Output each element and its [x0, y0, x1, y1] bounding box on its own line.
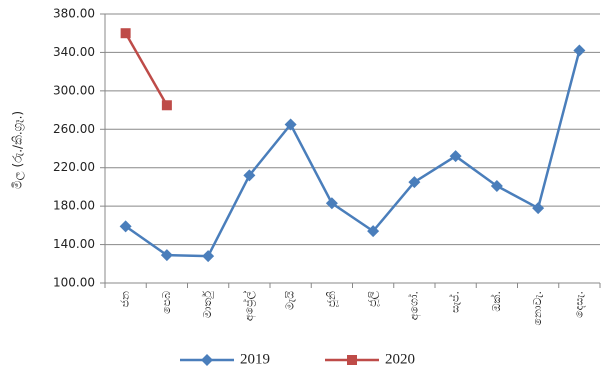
legend-marker: [347, 355, 357, 365]
y-tick-label: 140.00: [53, 237, 95, 251]
y-tick-label: 260.00: [53, 122, 95, 136]
x-tick-label: මැයි: [284, 291, 297, 310]
marker: [202, 250, 215, 263]
marker: [120, 28, 131, 39]
x-tick-label: අප්‍රේල්: [241, 290, 256, 321]
marker: [449, 150, 462, 163]
x-tick-label: ඔක්.: [489, 291, 503, 312]
marker: [284, 118, 297, 131]
marker: [573, 44, 586, 57]
x-tick-label: දෙසැ.: [572, 291, 585, 318]
x-tick-label: ජූලි: [366, 290, 380, 307]
marker: [490, 179, 503, 192]
marker: [408, 176, 421, 189]
marker: [532, 202, 545, 215]
y-tick-label: 100.00: [53, 276, 95, 290]
x-tick-label: නොවැ.: [531, 291, 544, 326]
marker: [160, 249, 173, 262]
legend-label: 2020: [385, 351, 415, 367]
x-tick-label: සැප්.: [448, 291, 462, 313]
x-tick-label: අගෝ.: [406, 291, 421, 320]
y-tick-label: 180.00: [53, 199, 95, 213]
y-tick-label: 300.00: [53, 83, 95, 97]
legend-label: 2019: [240, 351, 270, 367]
y-tick-label: 340.00: [53, 45, 95, 59]
marker: [367, 225, 380, 238]
x-tick-label: පෙබ: [160, 291, 173, 314]
y-axis-label: මිල (රු./කි.ග්‍රෑ.): [11, 111, 26, 189]
marker: [161, 100, 172, 111]
y-tick-label: 220.00: [53, 160, 95, 174]
x-tick-label: මාර්තු: [201, 291, 214, 318]
marker: [119, 220, 132, 233]
x-tick-label: ජූනි: [325, 291, 338, 308]
marker: [243, 169, 256, 182]
y-tick-label: 380.00: [53, 7, 95, 21]
series-line: [124, 32, 168, 106]
marker: [325, 197, 338, 210]
series-line: [124, 50, 581, 258]
x-tick-label: ජන: [119, 291, 132, 307]
legend-marker: [201, 354, 213, 366]
